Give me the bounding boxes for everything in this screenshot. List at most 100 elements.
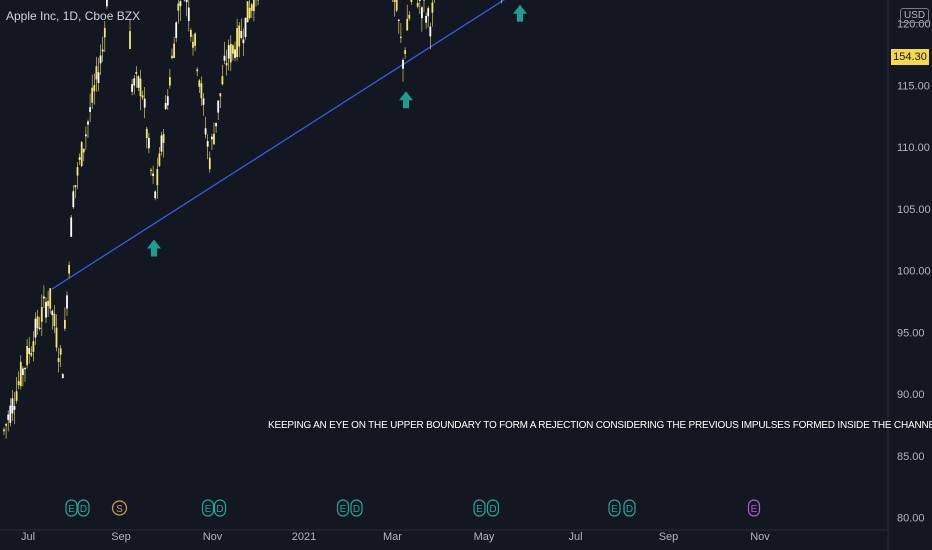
- candle-body: [406, 18, 409, 31]
- candle-body: [408, 14, 411, 19]
- event-marker-d: D: [486, 499, 500, 517]
- candles-group: [3, 0, 503, 439]
- candle-body: [66, 295, 68, 309]
- candle-body: [5, 423, 7, 426]
- y-tick-label: 90.00: [897, 389, 925, 401]
- candle-body: [3, 429, 5, 432]
- candle-body: [19, 361, 22, 387]
- y-tick-label: 85.00: [897, 451, 925, 463]
- channel-lower-line: [51, 0, 505, 290]
- candle-body: [49, 288, 52, 309]
- candle-body: [78, 157, 81, 160]
- candle-body: [219, 93, 222, 97]
- event-marker-e: E: [65, 499, 78, 517]
- event-marker-outline: [77, 499, 90, 517]
- x-tick-label: Sep: [659, 531, 679, 543]
- up-arrow-icon: [399, 91, 413, 109]
- split-marker-circle: [111, 500, 128, 516]
- candle-body: [169, 77, 171, 86]
- candle-body: [421, 7, 423, 19]
- candle-body: [166, 96, 169, 106]
- candle-body: [74, 185, 77, 188]
- candle-body: [148, 137, 150, 149]
- y-tick-label: 95.00: [897, 327, 925, 339]
- candle-body: [227, 45, 230, 59]
- candle-body: [85, 134, 87, 137]
- x-tick-label: Jul: [568, 531, 582, 543]
- candle-body: [160, 135, 163, 152]
- event-marker-d: D: [77, 499, 90, 517]
- candle-body: [40, 307, 43, 322]
- candle-body: [410, 0, 413, 2]
- candle-body: [242, 39, 245, 44]
- candle-body: [402, 59, 404, 69]
- candle-body: [64, 319, 66, 329]
- candle-body: [133, 78, 136, 86]
- candle-body: [156, 169, 159, 186]
- candle-body: [154, 191, 157, 199]
- event-marker-label: E: [68, 504, 75, 515]
- candle-body: [175, 22, 178, 38]
- candle-body: [192, 41, 194, 48]
- candle-body: [15, 391, 18, 401]
- x-tick-label: Mar: [383, 531, 402, 543]
- candle-body: [9, 405, 12, 423]
- event-marker-outline: [350, 499, 363, 517]
- candle-body: [221, 76, 224, 85]
- event-marker-outline: [336, 499, 350, 517]
- event-marker-d: D: [213, 499, 227, 517]
- event-marker-e: E: [201, 499, 215, 517]
- candle-body: [416, 3, 419, 7]
- event-marker-e: E: [473, 499, 486, 517]
- candle-body: [59, 348, 62, 355]
- candle-body: [152, 173, 154, 177]
- candle-body: [202, 98, 205, 105]
- chart-annotation: KEEPING AN EYE ON THE UPPER BOUNDARY TO …: [268, 420, 932, 431]
- candle-body: [395, 0, 398, 11]
- candle-body: [70, 217, 73, 237]
- candle-body: [240, 30, 243, 39]
- candle-body: [97, 72, 100, 84]
- event-marker-label: E: [205, 504, 212, 515]
- candle-body: [400, 36, 402, 38]
- candle-body: [47, 300, 49, 307]
- candle-body: [234, 49, 236, 58]
- candle-body: [131, 84, 133, 92]
- candle-body: [51, 310, 54, 316]
- symbol-title: Apple Inc, 1D, Cboe BZX: [6, 9, 141, 23]
- event-marker-label: D: [489, 504, 496, 515]
- candle-body: [185, 0, 188, 3]
- candle-body: [238, 25, 241, 47]
- candle-body: [106, 0, 108, 7]
- event-marker-outline: [608, 499, 621, 517]
- x-tick-label: Sep: [111, 531, 131, 543]
- candle-body: [198, 80, 201, 87]
- x-tick-label: 2021: [292, 531, 316, 543]
- y-tick-label: 120.00: [897, 19, 931, 31]
- x-tick-label: Nov: [203, 531, 223, 543]
- candle-body: [103, 27, 106, 38]
- candle-body: [246, 1, 249, 23]
- x-tick-label: Jul: [21, 531, 35, 543]
- last-price-label: 154.30: [891, 49, 929, 65]
- candle-body: [38, 327, 41, 329]
- y-tick-label: 100.00: [897, 266, 931, 278]
- candle-body: [34, 318, 37, 338]
- candle-body: [101, 49, 104, 52]
- event-marker-label: E: [611, 504, 618, 515]
- candle-body: [179, 1, 182, 7]
- candle-body: [208, 157, 211, 170]
- candle-body: [55, 327, 58, 348]
- candle-body: [253, 0, 255, 12]
- candle-body: [194, 33, 196, 46]
- candle-body: [129, 31, 131, 49]
- candle-body: [57, 358, 60, 362]
- candle-body: [431, 2, 434, 13]
- currency-button[interactable]: USD: [900, 8, 930, 23]
- event-marker-label: E: [340, 504, 347, 515]
- candle-body: [177, 3, 180, 11]
- candle-body: [45, 301, 47, 318]
- up-arrow-icon: [147, 239, 161, 257]
- y-tick-label: 110.00: [897, 142, 930, 154]
